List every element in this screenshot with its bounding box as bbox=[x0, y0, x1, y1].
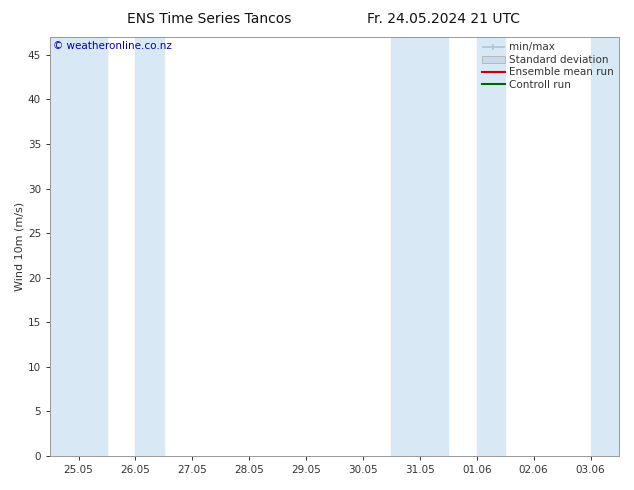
Bar bbox=[391, 37, 448, 456]
Bar bbox=[590, 37, 630, 456]
Bar bbox=[50, 37, 107, 456]
Legend: min/max, Standard deviation, Ensemble mean run, Controll run: min/max, Standard deviation, Ensemble me… bbox=[480, 40, 616, 92]
Text: © weatheronline.co.nz: © weatheronline.co.nz bbox=[53, 41, 172, 51]
Y-axis label: Wind 10m (m/s): Wind 10m (m/s) bbox=[15, 202, 25, 291]
Text: Fr. 24.05.2024 21 UTC: Fr. 24.05.2024 21 UTC bbox=[367, 12, 521, 26]
Bar bbox=[477, 37, 505, 456]
Text: ENS Time Series Tancos: ENS Time Series Tancos bbox=[127, 12, 292, 26]
Bar bbox=[136, 37, 164, 456]
